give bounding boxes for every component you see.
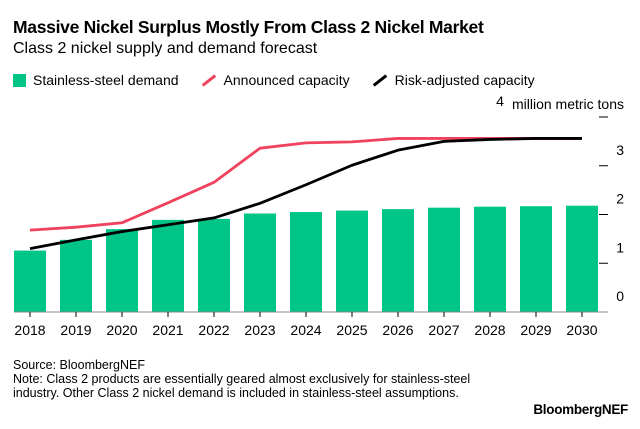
x-tick-label: 2029: [520, 322, 551, 338]
legend-label: Announced capacity: [223, 72, 350, 88]
notes: Source: BloombergNEF Note: Class 2 produ…: [13, 358, 493, 400]
x-tick-label: 2030: [566, 322, 597, 338]
x-tick-label: 2021: [152, 322, 183, 338]
bar-2025: [336, 210, 368, 312]
y-tick-label: 3: [616, 142, 624, 158]
bloombergnef-logo: BloombergNEF: [533, 402, 628, 417]
bar-2026: [382, 209, 414, 312]
legend-item-demand: Stainless-steel demand: [13, 72, 179, 88]
bar-2022: [198, 218, 230, 312]
x-tick-label: 2019: [60, 322, 91, 338]
y-tick-label: 1: [616, 239, 624, 255]
bar-2019: [60, 239, 92, 312]
bar-2028: [474, 206, 506, 312]
legend-label: Risk-adjusted capacity: [394, 72, 535, 88]
bar-2020: [106, 229, 138, 312]
x-tick-label: 2028: [474, 322, 505, 338]
x-tick-label: 2020: [106, 322, 137, 338]
line-risk-adjusted-capacity: [29, 137, 582, 251]
legend-item-risk-adjusted: Risk-adjusted capacity: [372, 72, 535, 88]
x-tick-label: 2018: [14, 322, 45, 338]
legend-item-announced: Announced capacity: [201, 72, 350, 88]
x-tick-label: 2025: [336, 322, 367, 338]
bar-2029: [520, 206, 552, 312]
legend-swatch: [13, 73, 26, 87]
bar-2023: [244, 213, 276, 312]
x-tick-label: 2022: [198, 322, 229, 338]
x-tick-label: 2026: [382, 322, 413, 338]
bar-2018: [14, 250, 46, 312]
y-tick-label: 2: [616, 191, 624, 207]
x-tick-label: 2023: [244, 322, 275, 338]
legend-label: Stainless-steel demand: [33, 72, 179, 88]
y-tick-label: 0: [616, 288, 624, 304]
bar-2030: [566, 205, 598, 312]
bar-2024: [290, 212, 322, 312]
note-text: Note: Class 2 products are essentially g…: [13, 372, 471, 400]
x-tick-label: 2024: [290, 322, 321, 338]
chart-subtitle: Class 2 nickel supply and demand forecas…: [13, 40, 318, 57]
x-tick-label: 2027: [428, 322, 459, 338]
bar-2021: [152, 219, 184, 312]
bar-2027: [428, 207, 460, 312]
legend: Stainless-steel demand Announced capacit…: [13, 72, 535, 88]
source-text: Source: BloombergNEF: [13, 358, 146, 372]
y-tick-label: 4: [496, 93, 504, 109]
chart-title: Massive Nickel Surplus Mostly From Class…: [13, 17, 484, 37]
y-axis-label: million metric tons: [512, 96, 624, 112]
